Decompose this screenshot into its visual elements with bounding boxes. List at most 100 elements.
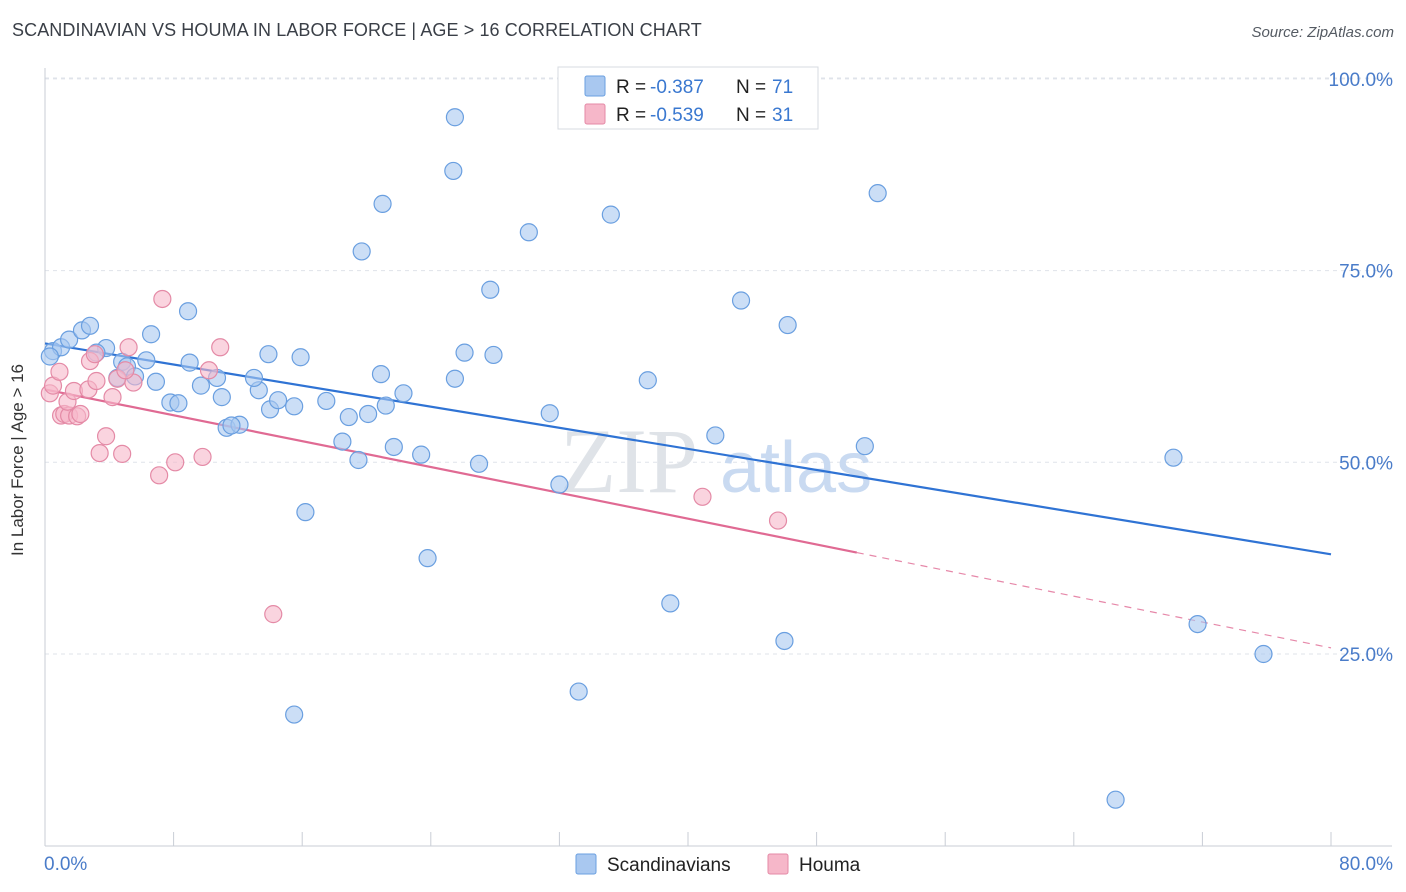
legend-n-label-1: N = — [736, 77, 766, 98]
legend-r-value-2: -0.539 — [650, 105, 704, 126]
houma-point-30 — [116, 361, 135, 380]
scandinavians-point-17 — [178, 302, 198, 321]
houma-point-22 — [153, 289, 172, 309]
scandinavians-point-56 — [868, 184, 887, 203]
scandinavians-point-62 — [444, 161, 463, 181]
legend-r-value-1: -0.387 — [650, 77, 704, 98]
scandinavians-point-37 — [349, 450, 368, 470]
houma-point-18 — [113, 444, 132, 463]
scandinavians-point-13 — [146, 372, 166, 391]
scandinavians-point-69 — [180, 353, 199, 372]
houma-point-27 — [264, 605, 283, 624]
bottom-legend-swatch-scandinavians — [575, 853, 597, 875]
scandinavians-point-25 — [259, 345, 278, 364]
houma-point-13 — [87, 371, 106, 391]
houma-trend-line — [44, 388, 858, 554]
scandinavians-point-53 — [778, 315, 797, 335]
scandinavians-point-55 — [855, 437, 874, 456]
scandinavians-point-43 — [481, 280, 500, 299]
scandinavians-point-3 — [60, 330, 79, 349]
houma-point-15 — [96, 427, 116, 446]
scandinavians-point-70 — [244, 368, 264, 388]
legend-r-label-1: R = — [616, 77, 646, 98]
houma-point-2 — [50, 362, 69, 381]
bottom-legend-label-scandinavians: Scandinavians — [607, 855, 731, 876]
scandinavians-point-44 — [469, 454, 489, 473]
legend-r-label-2: R = — [616, 105, 646, 126]
scandinavians-point-51 — [706, 426, 725, 445]
houma-trend-extension — [856, 551, 1332, 649]
scandinavians-point-41 — [445, 369, 465, 388]
scandinavians-point-48 — [601, 205, 620, 224]
scandinavians-point-52 — [731, 291, 751, 310]
scandinavians-point-18 — [191, 376, 211, 395]
scandinavians-point-33 — [371, 365, 391, 384]
tick-label-layer: 25.0% 50.0% 75.0% 100.0% 0.0% 80.0% — [44, 70, 1393, 875]
watermark-zip: ZIP — [560, 410, 698, 512]
scandinavians-point-26 — [268, 391, 288, 410]
legend-n-value-2: 31 — [772, 105, 793, 126]
watermark-atlas: atlas — [720, 428, 872, 508]
grid-layer — [45, 77, 1392, 655]
axis-layer — [44, 68, 1392, 847]
scandinavians-point-5 — [80, 316, 100, 335]
correlation-legend: R = -0.387 N = 71 R = -0.539 N = 31 — [557, 66, 819, 130]
scandinavians-point-38 — [412, 445, 431, 464]
houma-point-24 — [193, 447, 212, 467]
houma-point-19 — [119, 338, 138, 357]
bottom-legend-swatch-houma — [767, 853, 789, 875]
scandinavians-point-45 — [519, 223, 538, 242]
y-tick-label-25: 25.0% — [1339, 645, 1393, 666]
y-tick-label-50: 50.0% — [1339, 453, 1393, 474]
scandinavians-point-34 — [376, 396, 395, 415]
watermark: ZIP atlas — [560, 410, 872, 512]
source-label: Source: ZipAtlas.com — [1251, 24, 1394, 41]
scandinavians-point-68 — [212, 388, 231, 407]
scandinavians-point-30 — [333, 432, 352, 451]
scandinavians-point-28 — [291, 348, 310, 367]
point-layer — [40, 108, 1273, 809]
scandinavians-point-60 — [373, 194, 392, 213]
scandinavians-point-63 — [569, 682, 588, 701]
scandinavians-point-50 — [661, 594, 680, 613]
scandinavians-point-36 — [384, 437, 403, 457]
houma-point-16 — [103, 388, 122, 407]
legend-n-label-2: N = — [736, 105, 766, 126]
scandinavians-point-11 — [137, 351, 156, 370]
scandinavians-point-65 — [1164, 448, 1183, 467]
houma-point-25 — [211, 338, 230, 357]
scandinavians-point-42 — [484, 345, 503, 365]
y-tick-label-100: 100.0% — [1329, 70, 1394, 91]
houma-point-14 — [90, 443, 109, 463]
scandinavians-point-59 — [352, 242, 371, 261]
houma-point-28 — [693, 487, 712, 506]
scandinavians-point-29 — [317, 391, 336, 411]
scandinavians-point-47 — [550, 475, 569, 494]
scandinavians-point-22 — [222, 416, 241, 435]
series-legend: Scandinavians Houma — [575, 853, 861, 876]
scandinavians-point-40 — [455, 343, 474, 362]
legend-swatch-houma — [584, 103, 606, 125]
scandinavians-point-46 — [540, 404, 559, 423]
houma-point-29 — [768, 511, 788, 530]
scandinavians-point-2 — [40, 347, 59, 366]
scandinavians-point-67 — [1254, 644, 1273, 664]
bottom-legend-label-houma: Houma — [799, 855, 861, 876]
chart-title: SCANDINAVIAN VS HOUMA IN LABOR FORCE | A… — [12, 20, 702, 40]
scandinavians-point-16 — [169, 394, 188, 413]
scandinavians-point-66 — [1188, 614, 1207, 634]
houma-point-9 — [71, 404, 90, 424]
scandinavians-point-32 — [359, 404, 378, 424]
scandinavians-point-12 — [141, 325, 161, 344]
scandinavians-point-58 — [285, 705, 304, 724]
x-tick-label-start: 0.0% — [44, 854, 87, 875]
houma-point-21 — [150, 466, 169, 485]
houma-point-12 — [85, 345, 104, 364]
scandinavians-point-64 — [1106, 790, 1125, 809]
scandinavians-point-31 — [339, 407, 358, 427]
scandinavians-point-57 — [296, 503, 315, 522]
scandinavians-point-27 — [285, 397, 304, 416]
scandinavians-trend-line — [44, 342, 1332, 556]
houma-point-26 — [199, 361, 219, 380]
